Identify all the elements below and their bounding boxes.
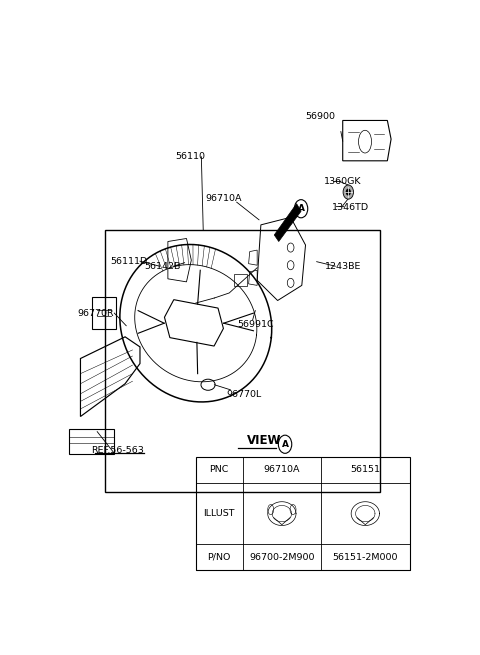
Text: 56900: 56900 xyxy=(305,112,336,121)
Text: 56111D: 56111D xyxy=(110,257,147,266)
Polygon shape xyxy=(274,204,301,242)
Text: VIEW: VIEW xyxy=(247,434,281,447)
Text: 56110: 56110 xyxy=(175,152,205,161)
Text: 56151: 56151 xyxy=(350,466,380,474)
Text: P/NO: P/NO xyxy=(208,553,231,562)
Text: 56991C: 56991C xyxy=(237,320,274,329)
Text: 56142B: 56142B xyxy=(144,262,180,271)
Text: ILLUST: ILLUST xyxy=(204,509,235,518)
Text: 1346TD: 1346TD xyxy=(332,202,369,212)
Text: 56151-2M000: 56151-2M000 xyxy=(333,553,398,562)
Text: 1243BE: 1243BE xyxy=(324,262,361,271)
Text: PNC: PNC xyxy=(210,466,229,474)
Text: 96770L: 96770L xyxy=(227,390,262,400)
Text: REF.56-563: REF.56-563 xyxy=(91,446,144,455)
Circle shape xyxy=(346,189,351,196)
Text: A: A xyxy=(282,440,288,449)
Text: 1360GK: 1360GK xyxy=(324,178,361,187)
Text: A: A xyxy=(298,204,304,214)
Text: 96710A: 96710A xyxy=(205,194,242,203)
Circle shape xyxy=(343,185,353,199)
Text: 96700-2M900: 96700-2M900 xyxy=(249,553,314,562)
Text: 96770R: 96770R xyxy=(77,309,114,318)
Text: 96710A: 96710A xyxy=(264,466,300,474)
